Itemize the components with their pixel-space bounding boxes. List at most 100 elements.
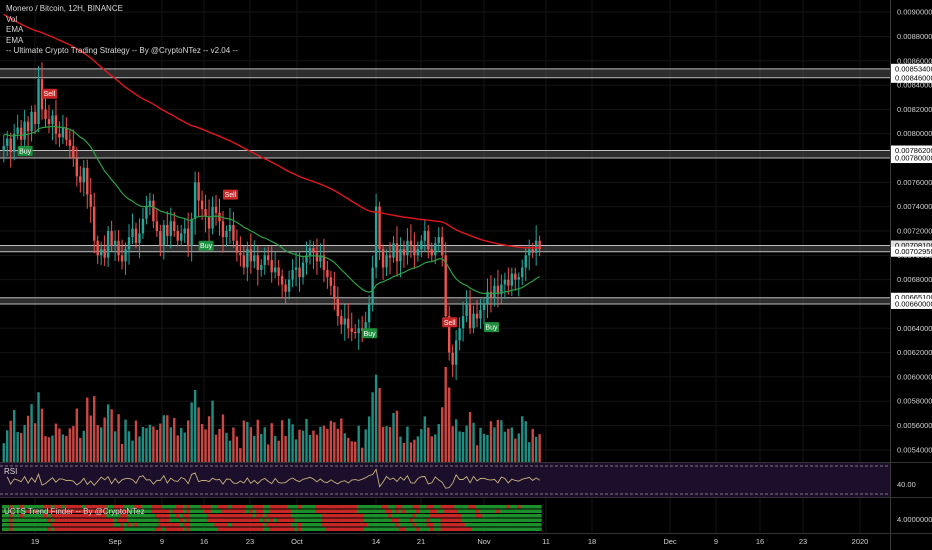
- trend-cell: [64, 509, 69, 513]
- trend-cell: [311, 509, 316, 513]
- trend-cell: [2, 505, 6, 509]
- trend-cell: [360, 523, 365, 527]
- trend-cell: [217, 527, 222, 531]
- trend-cell: [475, 518, 480, 522]
- trend-cell: [499, 527, 504, 531]
- trend-cell: [134, 527, 139, 531]
- candle-body: [145, 206, 148, 219]
- trend-cell: [496, 518, 500, 522]
- trend-cell: [478, 523, 483, 527]
- candle-body: [263, 255, 266, 266]
- trend-finder-pane-label[interactable]: UCTS Trend Finder -- By @CryptoNTez: [4, 507, 145, 516]
- trend-cell: [259, 505, 264, 509]
- trend-cell: [266, 523, 271, 527]
- volume-indicator-label[interactable]: Vol: [6, 14, 18, 24]
- candle-body: [350, 328, 353, 332]
- trend-cell: [78, 509, 83, 513]
- volume-bar: [360, 447, 364, 462]
- trend-cell: [19, 527, 24, 531]
- volume-bar: [183, 432, 186, 462]
- trend-cell: [134, 518, 139, 522]
- volume-bar: [16, 432, 19, 462]
- trend-cell: [329, 518, 333, 522]
- trend-cell: [207, 523, 212, 527]
- trend-cell: [172, 523, 177, 527]
- volume-bar: [148, 424, 152, 462]
- trend-cell: [33, 505, 38, 509]
- trend-cell: [203, 527, 208, 531]
- trend-cell: [437, 523, 441, 527]
- volume-bar: [388, 427, 392, 462]
- trend-cell: [85, 514, 90, 518]
- trend-cell: [68, 505, 72, 509]
- trend-cell: [510, 514, 514, 518]
- symbol-title[interactable]: Monero / Bitcoin, 12H, BINANCE: [6, 4, 123, 13]
- trend-cell: [510, 509, 514, 513]
- price-tag-label: 0.00786200: [895, 146, 932, 155]
- trend-cell: [311, 523, 316, 527]
- volume-bar: [207, 416, 211, 462]
- trend-cell: [325, 527, 330, 531]
- trend-cell: [485, 505, 490, 509]
- ema-indicator-label[interactable]: EMA: [6, 25, 24, 34]
- trend-cell: [71, 527, 76, 531]
- trend-cell: [249, 523, 253, 527]
- trend-cell: [280, 505, 285, 509]
- trend-cell: [228, 518, 232, 522]
- rsi-pane-label[interactable]: RSI: [4, 467, 18, 476]
- volume-bar: [441, 407, 444, 462]
- trend-cell: [423, 518, 427, 522]
- trend-cell: [92, 527, 97, 531]
- trend-cell: [461, 518, 466, 522]
- time-axis[interactable]: 19 Sep 9 16 23 Oct 14 21 Nov 11 18 Dec 9 16 23 2020: [31, 537, 869, 546]
- trend-cell: [193, 523, 198, 527]
- trend-cell: [22, 514, 27, 518]
- trend-cell: [276, 505, 281, 509]
- volume-bar: [291, 424, 294, 462]
- trend-cell: [273, 514, 278, 518]
- trend-cell: [193, 527, 198, 531]
- trend-cell: [304, 509, 309, 513]
- candle-body: [134, 228, 138, 244]
- candle-body: [30, 111, 33, 132]
- trend-cell: [203, 509, 208, 513]
- trend-cell: [127, 518, 132, 522]
- trend-cell: [454, 505, 459, 509]
- trend-cell: [346, 514, 351, 518]
- trend-cell: [489, 523, 493, 527]
- trend-cell: [269, 514, 274, 518]
- trend-cell: [252, 523, 257, 527]
- trend-cell: [165, 509, 170, 513]
- trend-cell: [5, 509, 10, 513]
- trend-cell: [33, 518, 38, 522]
- trend-cell: [513, 518, 518, 522]
- candle-body: [534, 240, 538, 253]
- ema-indicator-label-2[interactable]: EMA: [6, 35, 24, 45]
- candle-body: [503, 279, 507, 285]
- trend-cell: [280, 509, 285, 513]
- rsi-tick-label: 40.00: [897, 480, 916, 489]
- volume-bar: [124, 419, 127, 462]
- trend-cell: [99, 505, 104, 509]
- trend-cell: [189, 509, 194, 513]
- volume-bar: [340, 418, 343, 462]
- volume-bar: [86, 397, 89, 462]
- trend-cell: [283, 509, 288, 513]
- trend-cell: [499, 505, 504, 509]
- candle-body: [531, 249, 534, 253]
- trend-cell: [179, 509, 184, 513]
- volume-bar: [427, 427, 430, 462]
- trend-cell: [29, 518, 34, 522]
- trend-cell: [454, 527, 459, 531]
- trend-cell: [82, 518, 86, 522]
- trend-cell: [377, 527, 382, 531]
- trend-cell: [457, 523, 462, 527]
- strategy-indicator-label[interactable]: -- Ultimate Crypto Trading Strategy -- B…: [6, 46, 238, 55]
- trend-cell: [482, 523, 487, 527]
- trend-cell: [113, 514, 118, 518]
- trend-cell: [294, 509, 299, 513]
- trend-cell: [176, 527, 180, 531]
- candle-body: [294, 267, 298, 270]
